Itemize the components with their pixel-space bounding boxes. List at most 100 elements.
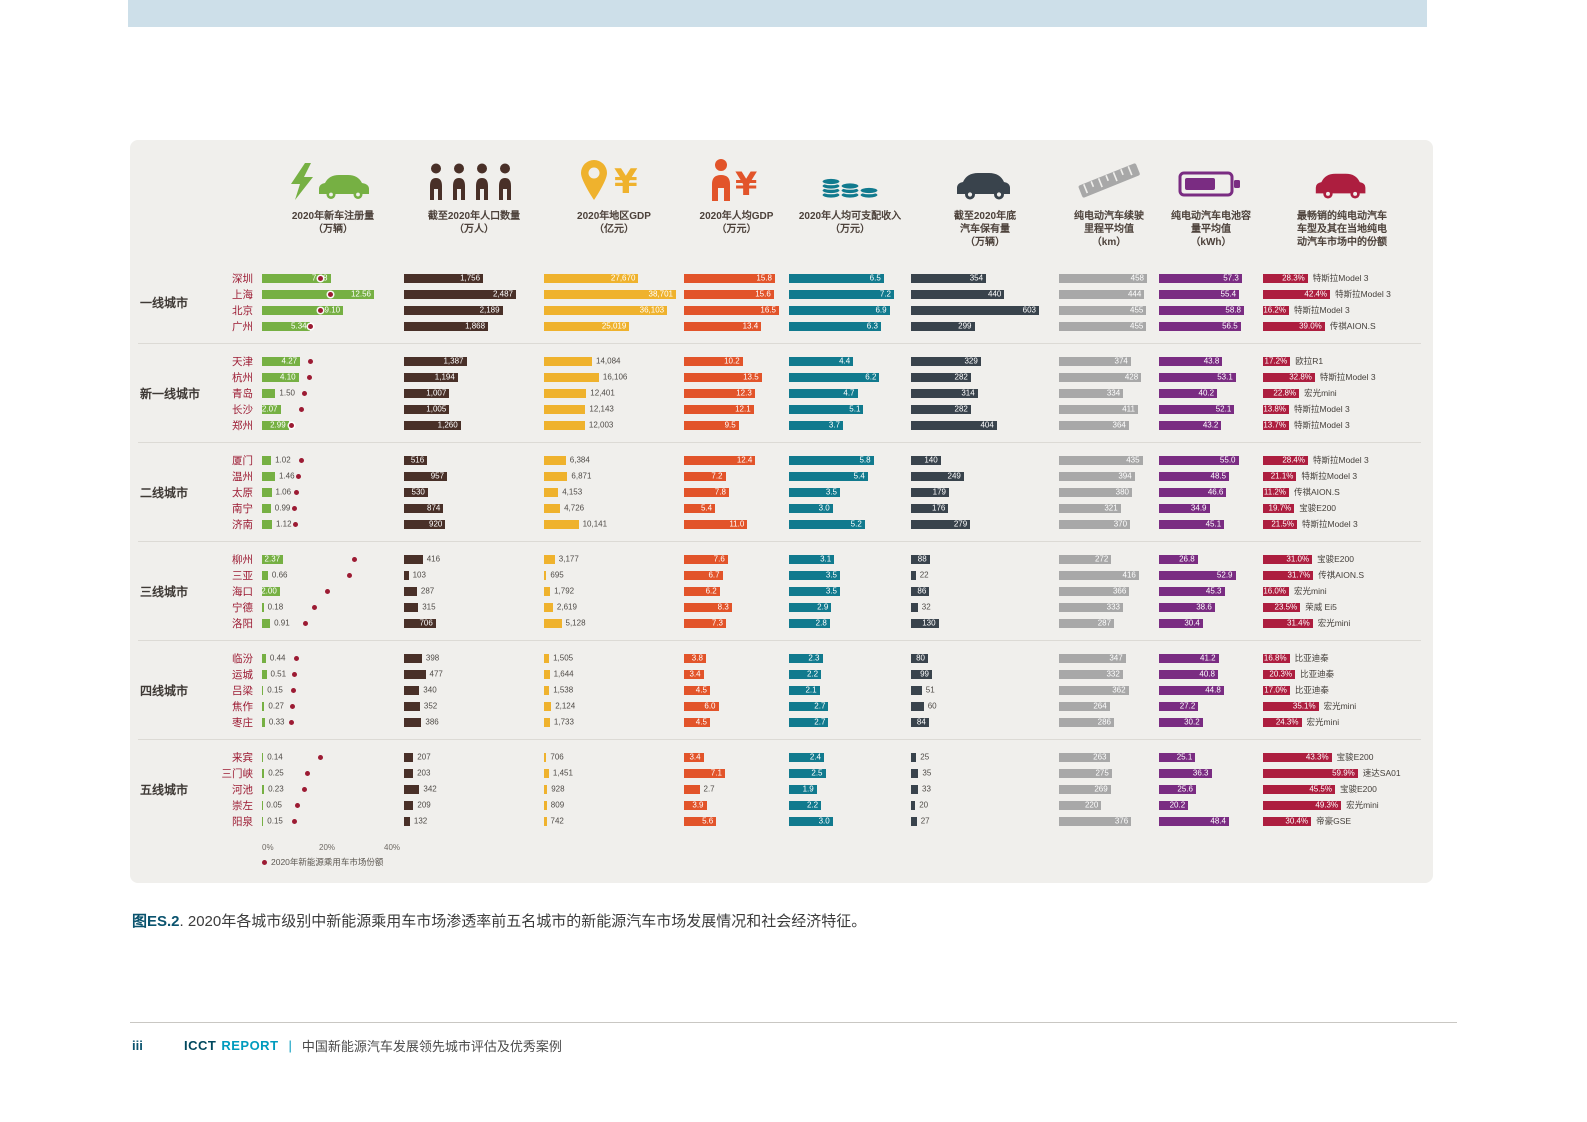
cell-top: 28.4% 特斯拉Model 3 (1263, 452, 1421, 468)
cell-cars: 25 (911, 749, 1059, 765)
figure-caption: 图ES.2. 2020年各城市级别中新能源乘用车市场渗透率前五名城市的新能源汽车… (132, 910, 866, 931)
city-row: 南宁 0.99 874 4,726 5.4 3.0 176 321 34.9 19.7% 宝骏E20… (210, 500, 1421, 516)
top-model-label: 宝骏E200 (1336, 752, 1374, 762)
bar-income: 1.9 (789, 784, 817, 794)
cell-battery: 34.9 (1159, 500, 1263, 516)
cell-gdp_pc: 13.4 (684, 318, 789, 334)
cell-reg: 0.27 (262, 698, 404, 714)
bar-pop: 1,005 (404, 404, 450, 414)
value-top: 31.7% (1287, 570, 1311, 580)
value-income: 3.5 (825, 570, 837, 580)
value-reg: 4.10 (280, 372, 296, 382)
value-range: 347 (1109, 653, 1123, 663)
cell-top: 16.0% 宏光mini (1263, 583, 1421, 599)
market-share-dot (324, 588, 330, 594)
legend: 2020年新能源乘用车市场份额 (262, 856, 383, 868)
bar-gdp_pc: 9.5 (684, 420, 739, 430)
top-model-label: 欧拉R1 (1295, 356, 1324, 366)
column-header-battery: 纯电动汽车电池容 量平均值 （kWh） (1159, 154, 1263, 249)
value-gdp: 38,701 (648, 289, 673, 299)
cell-top: 22.8% 宏光mini (1263, 385, 1421, 401)
bar-income: 6.5 (789, 273, 884, 283)
cell-range: 272 (1059, 551, 1159, 567)
bar-range: 435 (1059, 455, 1143, 465)
cell-pop: 530 (404, 484, 544, 500)
top-model-label: 特斯拉Model 3 (1294, 404, 1350, 414)
bar-battery: 58.8 (1159, 305, 1244, 315)
bar-range: 334 (1059, 388, 1124, 398)
bar-top: 39.0% (1263, 321, 1325, 331)
cell-gdp: 928 (544, 781, 684, 797)
cell-battery: 58.8 (1159, 302, 1263, 318)
cell-battery: 41.2 (1159, 650, 1263, 666)
bar-top: 16.0% (1263, 586, 1289, 596)
figure-caption-text: . 2020年各城市级别中新能源乘用车市场渗透率前五名城市的新能源汽车市场发展情… (179, 913, 867, 930)
bar-income: 3.5 (789, 586, 840, 596)
tier-label: 新一线城市 (140, 386, 201, 401)
value-gdp_pc: 5.6 (702, 816, 714, 826)
value-income: 6.9 (875, 305, 887, 315)
value-gdp_pc: 8.3 (717, 602, 729, 612)
value-reg: 1.46 (279, 471, 295, 481)
bar-gdp_pc: 8.3 (684, 602, 732, 612)
value-gdp_pc: 11.0 (729, 519, 745, 529)
cell-cars: 88 (911, 551, 1059, 567)
cell-income: 6.9 (789, 302, 911, 318)
bar-gdp (544, 752, 547, 762)
bar-reg: 4.27 (262, 356, 301, 366)
bar-range: 411 (1059, 404, 1138, 414)
cell-top: 39.0% 传祺AION.S (1263, 318, 1421, 334)
cell-cars: 22 (911, 567, 1059, 583)
cell-pop: 207 (404, 749, 544, 765)
column-header-pop: 截至2020年人口数量 （万人） (404, 154, 544, 249)
cell-gdp_pc: 7.6 (684, 551, 789, 567)
cell-gdp: 1,792 (544, 583, 684, 599)
bar-income: 2.5 (789, 768, 826, 778)
cell-battery: 43.8 (1159, 353, 1263, 369)
cell-gdp: 2,124 (544, 698, 684, 714)
bar-range: 376 (1059, 816, 1132, 826)
bar-cars (911, 570, 916, 580)
bar-gdp_pc: 13.5 (684, 372, 762, 382)
cell-gdp_pc: 7.1 (684, 765, 789, 781)
cell-gdp: 36,103 (544, 302, 684, 318)
value-reg: 2.37 (264, 554, 281, 564)
bar-gdp_pc: 3.4 (684, 669, 704, 679)
city-row: 来宾 0.14 207 706 3.4 2.4 25 263 25.1 43.3% 宝骏E200 (210, 749, 1421, 765)
value-cars: 140 (924, 455, 938, 465)
city-row: 焦作 0.27 352 2,124 6.0 2.7 60 264 27.2 35.1% 宏光mini (210, 698, 1421, 714)
bar-top: 28.4% (1263, 455, 1308, 465)
bar-pop (404, 669, 426, 679)
cell-range: 362 (1059, 682, 1159, 698)
value-gdp: 25,019 (601, 321, 627, 331)
top-model-label: 特斯拉Model 3 (1335, 289, 1391, 299)
value-gdp_pc: 6.2 (705, 586, 717, 596)
value-income: 2.2 (806, 800, 819, 810)
value-battery: 45.1 (1205, 519, 1222, 529)
bar-top: 59.9% (1263, 768, 1358, 778)
cell-gdp: 6,871 (544, 468, 684, 484)
tier-label: 四线城市 (140, 683, 189, 698)
cell-pop: 203 (404, 765, 544, 781)
value-pop: 2,189 (479, 305, 500, 315)
value-gdp: 1,733 (553, 717, 574, 727)
city-label: 太原 (232, 486, 253, 499)
value-gdp_pc: 15.6 (755, 289, 771, 299)
value-pop: 1,260 (437, 420, 458, 430)
bar-gdp (544, 768, 549, 778)
bar-range: 321 (1059, 503, 1121, 513)
value-battery: 40.2 (1198, 388, 1215, 398)
cell-battery: 52.1 (1159, 401, 1263, 417)
cell-top: 45.5% 宝骏E200 (1263, 781, 1421, 797)
bar-income: 5.4 (789, 471, 868, 481)
bar-gdp_pc: 5.4 (684, 503, 716, 513)
market-share-dot (318, 307, 323, 313)
bar-top: 31.0% (1263, 554, 1313, 564)
city-label: 广州 (232, 320, 253, 333)
bar-cars: 314 (911, 388, 978, 398)
city-row: 温州 1.46 957 6,871 7.2 5.4 249 394 48.5 21.1% 特斯拉Mo… (210, 468, 1421, 484)
bar-gdp (544, 455, 566, 465)
top-model-label: 特斯拉Model 3 (1301, 471, 1358, 481)
value-cars: 35 (922, 768, 932, 778)
value-gdp_pc: 6.7 (708, 570, 720, 580)
